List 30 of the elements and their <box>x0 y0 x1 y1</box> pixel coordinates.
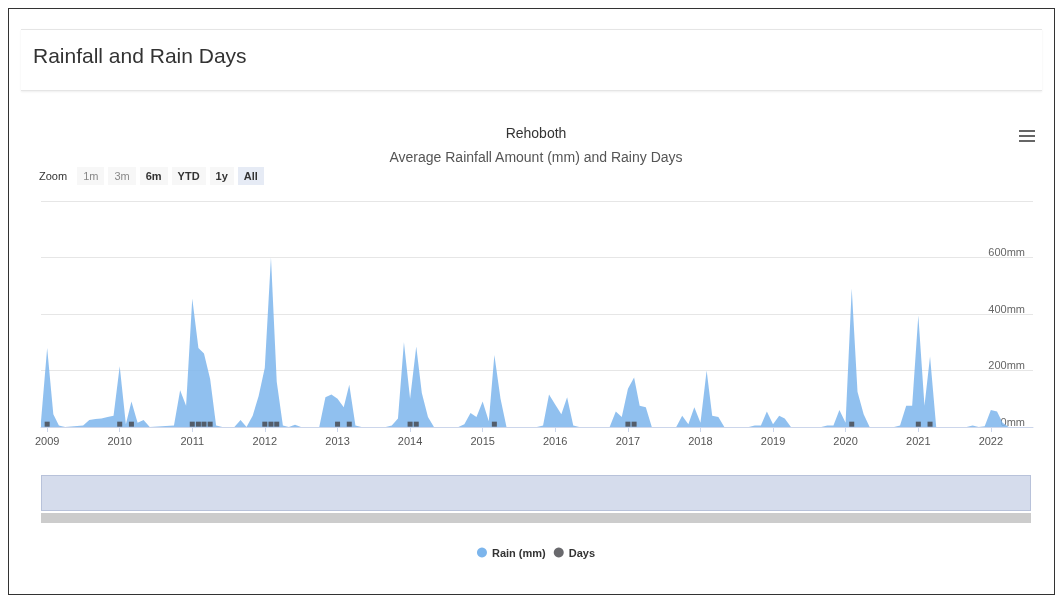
x-tick-label: 2016 <box>542 434 568 447</box>
x-tick-label: 2014 <box>397 434 423 447</box>
text: All <box>237 167 264 185</box>
y-tick-label: 400mm <box>988 302 1025 315</box>
text: 1y <box>209 167 234 185</box>
y-tick-label: 600mm <box>988 246 1025 258</box>
x-tick-label: 2018 <box>688 434 713 447</box>
x-tick-label: 2013 <box>325 434 350 447</box>
y-tick-label: 200mm <box>988 359 1025 371</box>
legend-label: Days <box>568 546 596 559</box>
text: 6m <box>139 167 168 185</box>
x-tick-label: 2011 <box>180 434 205 447</box>
y-tick-label: 0mm <box>1000 415 1025 428</box>
x-tick-label: 2012 <box>252 434 278 447</box>
x-tick-label: 2020 <box>833 434 858 447</box>
chart-subtitle: Average Rainfall Amount (mm) and Rainy Days <box>389 149 683 165</box>
text: 1m <box>77 167 105 185</box>
text: Zoom <box>38 169 69 184</box>
x-tick-label: 2009 <box>34 434 60 447</box>
text: 3m <box>108 167 136 185</box>
text: Rainfall and Rain Days <box>33 44 247 68</box>
x-tick-label: 2021 <box>906 434 931 447</box>
x-tick-label: 2022 <box>978 434 1004 447</box>
legend-label: Rain (mm) <box>491 546 547 559</box>
text: YTD <box>171 167 206 185</box>
x-tick-label: 2010 <box>107 434 132 447</box>
x-tick-label: 2015 <box>470 434 495 447</box>
chart-title: Rehoboth <box>505 125 567 141</box>
x-tick-label: 2017 <box>615 434 641 447</box>
x-tick-label: 2019 <box>760 434 786 447</box>
